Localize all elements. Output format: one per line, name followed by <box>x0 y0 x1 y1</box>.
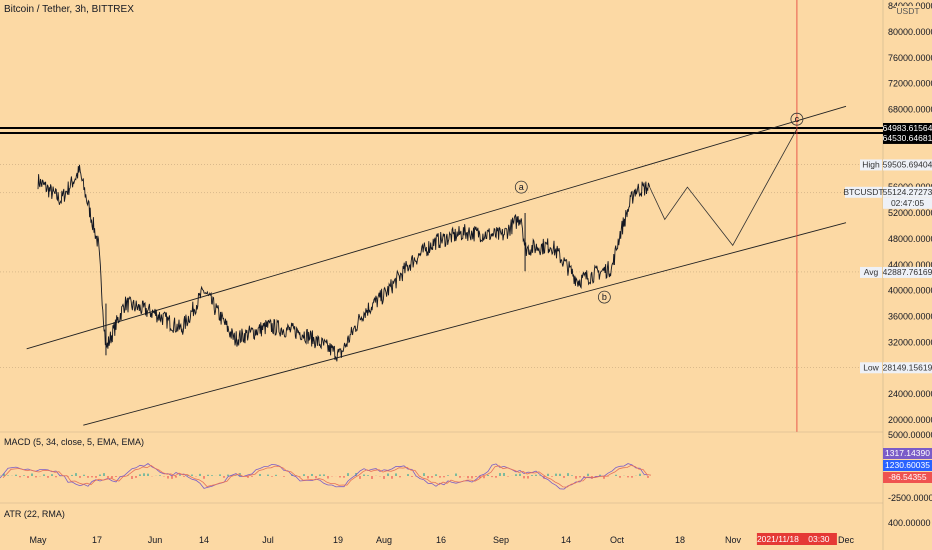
channel-upper-line <box>26 105 847 350</box>
low-badge: 28149.15619 <box>883 362 932 372</box>
x-tick-label: 18 <box>675 535 685 545</box>
time-marker-time: 03:30 <box>808 534 830 544</box>
wave-label-circle <box>514 180 528 194</box>
y-tick-label: 48000.00000 <box>888 234 932 244</box>
countdown-badge-bg <box>883 197 932 209</box>
level1-badge-bg <box>883 123 932 135</box>
y-tick-label: 80000.00000 <box>888 27 932 37</box>
avg-badge: 42887.76169 <box>883 267 932 277</box>
macd-value1: 1317.14390 <box>885 448 930 458</box>
macd-tick-label: -2500.00000 <box>888 493 932 503</box>
countdown-badge: 02:47:05 <box>891 198 924 208</box>
macd-value2: 1230.60035 <box>885 460 930 470</box>
macd-label: MACD (5, 34, close, 5, EMA, EMA) <box>4 437 145 447</box>
x-tick-label: 14 <box>561 535 571 545</box>
x-tick-label: Sep <box>493 535 509 545</box>
level2-badge-bg <box>883 132 932 144</box>
y-tick-label: 36000.00000 <box>888 312 932 322</box>
high-tag-bg <box>860 159 882 171</box>
time-marker-badge-bg <box>756 533 837 545</box>
y-tick-label: 24000.00000 <box>888 389 932 399</box>
x-tick-label: 19 <box>333 535 343 545</box>
macd-value3: -86.54355 <box>888 472 927 482</box>
y-tick-label: 40000.00000 <box>888 286 932 296</box>
macd-value3-bg <box>883 472 932 483</box>
macd-pane: 5000.00000 -2500.00000 400.00000 <box>0 430 932 528</box>
wave-label-c: c <box>795 114 800 124</box>
wave-label-b: b <box>602 292 607 302</box>
channel-lower-line <box>83 222 847 426</box>
x-tick-label: Jun <box>148 535 163 545</box>
y-tick-label: 20000.00000 <box>888 415 932 425</box>
chart-marks: a b c <box>0 0 883 432</box>
high-tag: High <box>862 159 880 169</box>
x-tick-label: Jul <box>262 535 274 545</box>
y-tick-label: 44000.00000 <box>888 260 932 270</box>
low-tag: Low <box>863 362 879 372</box>
high-badge: 59505.69404 <box>883 159 932 169</box>
wave-label-circle <box>790 112 804 126</box>
x-tick-label: Dec <box>838 535 855 545</box>
signal-line <box>2 464 652 488</box>
level2-badge: 64530.64681 <box>883 133 932 143</box>
y-tick-label: 52000.00000 <box>888 208 932 218</box>
high-badge-bg <box>883 159 932 171</box>
y-tick-label: 68000.00000 <box>888 105 932 115</box>
symbol-tag-bg <box>845 186 882 198</box>
last-price-badge: 55124.27273 <box>883 187 932 197</box>
y-tick-label: 32000.00000 <box>888 337 932 347</box>
x-tick-label: Oct <box>610 535 625 545</box>
price-series-line <box>37 164 651 362</box>
y-tick-label: 72000.00000 <box>888 79 932 89</box>
macd-value1-bg <box>883 448 932 459</box>
avg-badge-bg <box>883 266 932 278</box>
x-tick-label: 17 <box>92 535 102 545</box>
x-tick-label: Nov <box>725 535 742 545</box>
wave-label-circle <box>597 290 611 304</box>
wave-label-a: a <box>519 182 524 192</box>
chart-title: Bitcoin / Tether, 3h, BITTREX <box>4 4 134 15</box>
last-price-badge-bg <box>883 186 932 198</box>
currency-badge: USDT <box>896 6 919 16</box>
y-tick-label: 76000.00000 <box>888 53 932 63</box>
macd-line <box>0 462 649 490</box>
x-tick-label: 16 <box>436 535 446 545</box>
x-tick-label: May <box>29 535 47 545</box>
x-tick-label: Aug <box>376 535 392 545</box>
x-tick-label: 14 <box>199 535 209 545</box>
projection-path <box>649 128 798 247</box>
low-badge-bg <box>883 362 932 374</box>
level1-badge: 64983.61564 <box>883 123 932 133</box>
atr-tick-label: 400.00000 <box>888 518 931 528</box>
macd-value2-bg <box>883 460 932 471</box>
time-axis: May 17 Jun 14 Jul 19 Aug 16 Sep 14 Oct 18 Nov Dec <box>29 535 854 545</box>
symbol-tag: BTCUSDT <box>843 187 883 197</box>
macd-tick-label: 5000.00000 <box>888 430 932 440</box>
avg-tag-bg <box>860 266 882 278</box>
atr-label: ATR (22, RMA) <box>4 509 65 519</box>
currency-badge-bg <box>896 6 920 17</box>
time-marker-date: 2021/11/18 <box>757 534 799 544</box>
avg-tag: Avg <box>864 267 879 277</box>
low-tag-bg <box>860 362 882 374</box>
